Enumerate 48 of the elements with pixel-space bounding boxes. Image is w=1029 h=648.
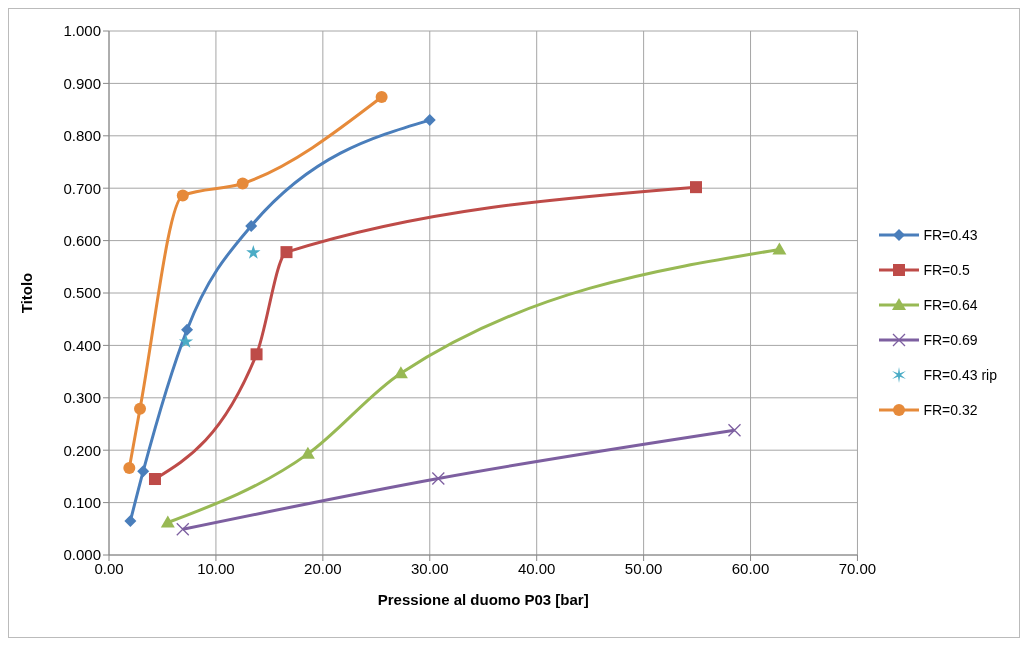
point bbox=[727, 423, 742, 437]
x-tick-label: 50.00 bbox=[624, 559, 663, 577]
point bbox=[124, 514, 137, 527]
legend-label: FR=0.64 bbox=[923, 296, 978, 313]
legend-label: FR=0.69 bbox=[923, 331, 978, 348]
y-tick-label: 0.300 bbox=[63, 389, 101, 407]
legend-label: FR=0.32 bbox=[923, 401, 978, 418]
x-tick-label: 30.00 bbox=[410, 559, 449, 577]
point bbox=[423, 114, 436, 127]
point bbox=[772, 242, 787, 255]
point bbox=[280, 246, 293, 259]
point bbox=[148, 473, 161, 486]
legend-label: FR=0.5 bbox=[923, 261, 970, 278]
point bbox=[246, 245, 261, 259]
point bbox=[250, 348, 263, 361]
legend-label: FR=0.43 bbox=[923, 226, 978, 243]
x-tick-label: 10.00 bbox=[197, 559, 235, 577]
point bbox=[375, 91, 388, 104]
x-tick-label: 20.00 bbox=[304, 559, 342, 577]
y-tick-label: 0.200 bbox=[63, 441, 101, 459]
point bbox=[123, 462, 136, 475]
y-tick-label: 0.500 bbox=[63, 284, 101, 302]
y-axis-title: Titolo bbox=[18, 272, 36, 314]
y-tick-label: 0.600 bbox=[63, 231, 101, 249]
point bbox=[690, 181, 702, 194]
point bbox=[176, 189, 189, 202]
y-tick-label: 0.800 bbox=[63, 127, 101, 145]
point bbox=[160, 515, 175, 528]
point bbox=[178, 334, 194, 348]
point bbox=[236, 177, 249, 190]
x-tick-label: 60.00 bbox=[731, 559, 770, 577]
legend-label: FR=0.43 rip bbox=[923, 366, 997, 383]
x-tick-label: 70.00 bbox=[838, 559, 877, 577]
point bbox=[137, 465, 150, 478]
point bbox=[176, 522, 190, 536]
x-axis-title: Pressione al duomo P03 [bar] bbox=[377, 591, 589, 608]
point bbox=[134, 402, 147, 415]
y-tick-label: 0.400 bbox=[63, 336, 101, 354]
y-tick-label: 1.000 bbox=[63, 22, 101, 40]
y-tick-label: 0.700 bbox=[63, 179, 101, 197]
point bbox=[431, 471, 445, 486]
point bbox=[393, 366, 408, 379]
y-tick-label: 0.100 bbox=[63, 493, 101, 511]
point bbox=[245, 219, 258, 232]
x-tick-label: 40.00 bbox=[517, 559, 556, 577]
point bbox=[181, 323, 194, 336]
point bbox=[300, 446, 315, 459]
y-tick-label: 0.900 bbox=[63, 74, 101, 92]
